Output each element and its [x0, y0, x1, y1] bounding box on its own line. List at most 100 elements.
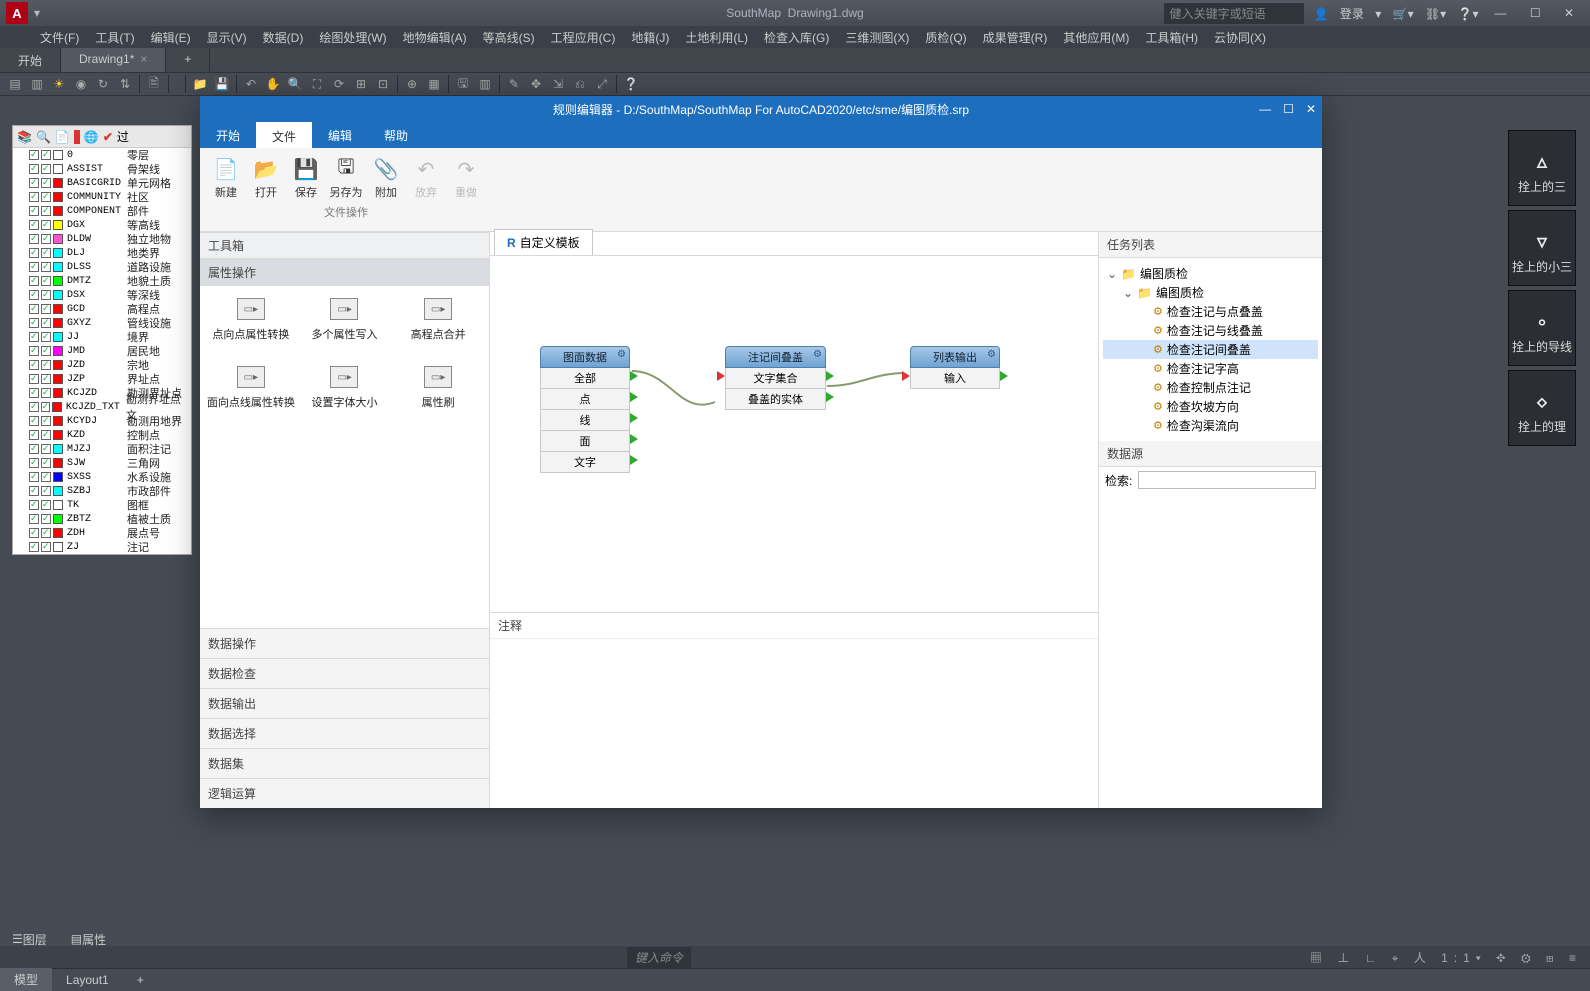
menu-item[interactable]: 绘图处理(W) — [319, 29, 386, 46]
tool-icon[interactable]: ⟳ — [329, 74, 349, 94]
graph-node[interactable]: 注记间叠盖⚙文字集合叠盖的实体 — [725, 346, 826, 410]
tree-node[interactable]: ⚙检查控制点注记 — [1103, 378, 1318, 397]
menu-item[interactable]: 云协同(X) — [1214, 29, 1266, 46]
layer-row[interactable]: GCD高程点 — [13, 302, 191, 316]
layer-row[interactable]: ZDH展点号 — [13, 526, 191, 540]
menu-tab[interactable]: 文件 — [256, 122, 312, 148]
accordion-section[interactable]: 数据选择 — [200, 718, 489, 748]
accordion-section[interactable]: 逻辑运算 — [200, 778, 489, 808]
tool-icon[interactable]: ↻ — [93, 74, 113, 94]
tab-layout1[interactable]: Layout1 — [52, 970, 123, 990]
share-icon[interactable]: ⛓▾ — [1425, 7, 1446, 21]
doc-tab[interactable]: Drawing1*× — [61, 48, 166, 72]
palette-item[interactable]: △拴上的三 — [1508, 130, 1576, 206]
tool-help-icon[interactable]: ❔ — [621, 74, 641, 94]
accordion-section[interactable]: 数据集 — [200, 748, 489, 778]
menu-item[interactable]: 三维测图(X) — [845, 29, 909, 46]
tree-node[interactable]: ⚙检查注记与点叠盖 — [1103, 302, 1318, 321]
node-port[interactable]: 线 — [540, 410, 630, 431]
tab-add[interactable]: + — [123, 970, 158, 990]
menu-item[interactable]: 工具(T) — [95, 29, 134, 46]
menu-item[interactable]: 土地利用(L) — [685, 29, 748, 46]
tool-icon[interactable]: ↶ — [241, 74, 261, 94]
maximize-icon[interactable]: ☐ — [1283, 102, 1294, 116]
login-text[interactable]: 登录 — [1340, 7, 1364, 21]
layer-row[interactable]: ASSIST骨架线 — [13, 162, 191, 176]
attr-ops-header[interactable]: 属性操作 — [200, 259, 489, 286]
layer-row[interactable]: KCJZD_TXT勘测界址点文 — [13, 400, 191, 414]
tool-icon[interactable]: ▥ — [27, 74, 47, 94]
node-port[interactable]: 叠盖的实体 — [725, 389, 826, 410]
menu-tab[interactable]: 帮助 — [368, 122, 424, 148]
layer-row[interactable]: KCYDJ勘测用地界 — [13, 414, 191, 428]
ribbon-save[interactable]: 💾保存 — [288, 152, 324, 200]
menu-item[interactable]: 成果管理(R) — [983, 29, 1048, 46]
accordion-section[interactable]: 数据操作 — [200, 628, 489, 658]
tool-icon[interactable]: ▤ — [5, 74, 25, 94]
tool-icon[interactable]: ⊡ — [373, 74, 393, 94]
layer-row[interactable]: DMTZ地貌土质 — [13, 274, 191, 288]
tool-icon[interactable]: 🔍 — [285, 74, 305, 94]
layer-row[interactable]: JZD宗地 — [13, 358, 191, 372]
tree-node[interactable]: ⌄📁编图质检 — [1103, 283, 1318, 302]
layer-icon[interactable]: 🌐 — [84, 130, 99, 144]
tool-icon[interactable]: ☀ — [49, 74, 69, 94]
window-controls[interactable]: — ☐ ✕ — [1495, 6, 1584, 20]
toolbox-tool[interactable]: ▭▸面向点线属性转换 — [206, 366, 296, 410]
close-icon[interactable]: ✕ — [1306, 102, 1316, 116]
layer-row[interactable]: KZD控制点 — [13, 428, 191, 442]
layer-row[interactable]: TK图框 — [13, 498, 191, 512]
layer-row[interactable]: DGX等高线 — [13, 218, 191, 232]
tree-node[interactable]: ⌄📁编图质检 — [1103, 264, 1318, 283]
layer-icon[interactable] — [74, 130, 80, 144]
node-port[interactable]: 面 — [540, 431, 630, 452]
layer-row[interactable]: MJZJ面积注记 — [13, 442, 191, 456]
tool-icon[interactable]: ✋ — [263, 74, 283, 94]
layer-row[interactable]: DLDW独立地物 — [13, 232, 191, 246]
menu-item[interactable]: 地籍(J) — [631, 29, 669, 46]
layer-icon[interactable]: 🔍 — [36, 130, 51, 144]
canvas-tab[interactable]: R 自定义模板 — [494, 229, 593, 255]
layer-row[interactable]: BASICGRID单元网格 — [13, 176, 191, 190]
menu-item[interactable]: 编辑(E) — [151, 29, 191, 46]
tree-node[interactable]: ⚙检查注记与线叠盖 — [1103, 321, 1318, 340]
menu-tab[interactable]: 编辑 — [312, 122, 368, 148]
node-port[interactable]: 文字集合 — [725, 368, 826, 389]
node-port[interactable]: 文字 — [540, 452, 630, 473]
gear-icon[interactable]: ⚙ — [617, 349, 626, 360]
tool-icon[interactable]: ▦ — [424, 74, 444, 94]
accordion-section[interactable]: 数据输出 — [200, 688, 489, 718]
tree-node[interactable]: ⚙检查沟渠流向 — [1103, 416, 1318, 435]
tree-node[interactable]: ⚙检查坎坡方向 — [1103, 397, 1318, 416]
status-icons[interactable]: ▦ ⊥ ∟ ⌖ 人 1:1▾ ✥ ⚙ ⊞ ≡ — [1310, 949, 1582, 966]
gear-icon[interactable]: ⚙ — [813, 349, 822, 360]
layer-row[interactable]: ZJ注记 — [13, 540, 191, 554]
toolbox-tool[interactable]: ▭▸高程点合并 — [393, 298, 483, 342]
doc-tab[interactable]: 开始 — [0, 48, 61, 72]
tool-icon[interactable]: ⇲ — [548, 74, 568, 94]
node-canvas[interactable]: 图面数据⚙全部点线面文字注记间叠盖⚙文字集合叠盖的实体列表输出⚙输入 — [490, 256, 1098, 612]
menu-item[interactable]: 质检(Q) — [925, 29, 966, 46]
add-tab[interactable]: + — [166, 48, 210, 72]
menu-item[interactable]: 数据(D) — [263, 29, 304, 46]
node-port[interactable]: 输入 — [910, 368, 1000, 389]
login-icon[interactable]: 👤 — [1314, 7, 1329, 21]
palette-item[interactable]: ▽拴上的小三 — [1508, 210, 1576, 286]
menu-tab[interactable]: 开始 — [200, 122, 256, 148]
graph-node[interactable]: 图面数据⚙全部点线面文字 — [540, 346, 630, 473]
menu-item[interactable]: 工程应用(C) — [551, 29, 616, 46]
ribbon-open[interactable]: 📂打开 — [248, 152, 284, 200]
layer-row[interactable]: JJ境界 — [13, 330, 191, 344]
ribbon-new[interactable]: 📄新建 — [208, 152, 244, 200]
menu-item[interactable]: 等高线(S) — [483, 29, 535, 46]
tool-icon[interactable]: 🖹 — [144, 74, 164, 94]
menu-item[interactable]: 地物编辑(A) — [403, 29, 467, 46]
quick-access-icon[interactable]: ▾ — [34, 6, 40, 20]
toolbox-tool[interactable]: ▭▸点向点属性转换 — [206, 298, 296, 342]
menu-item[interactable]: 检查入库(G) — [764, 29, 829, 46]
layer-row[interactable]: SXSS水系设施 — [13, 470, 191, 484]
menu-item[interactable]: 显示(V) — [207, 29, 247, 46]
minimize-icon[interactable]: — — [1259, 102, 1271, 116]
tab-model[interactable]: 模型 — [0, 968, 52, 991]
tool-icon[interactable]: ◉ — [71, 74, 91, 94]
